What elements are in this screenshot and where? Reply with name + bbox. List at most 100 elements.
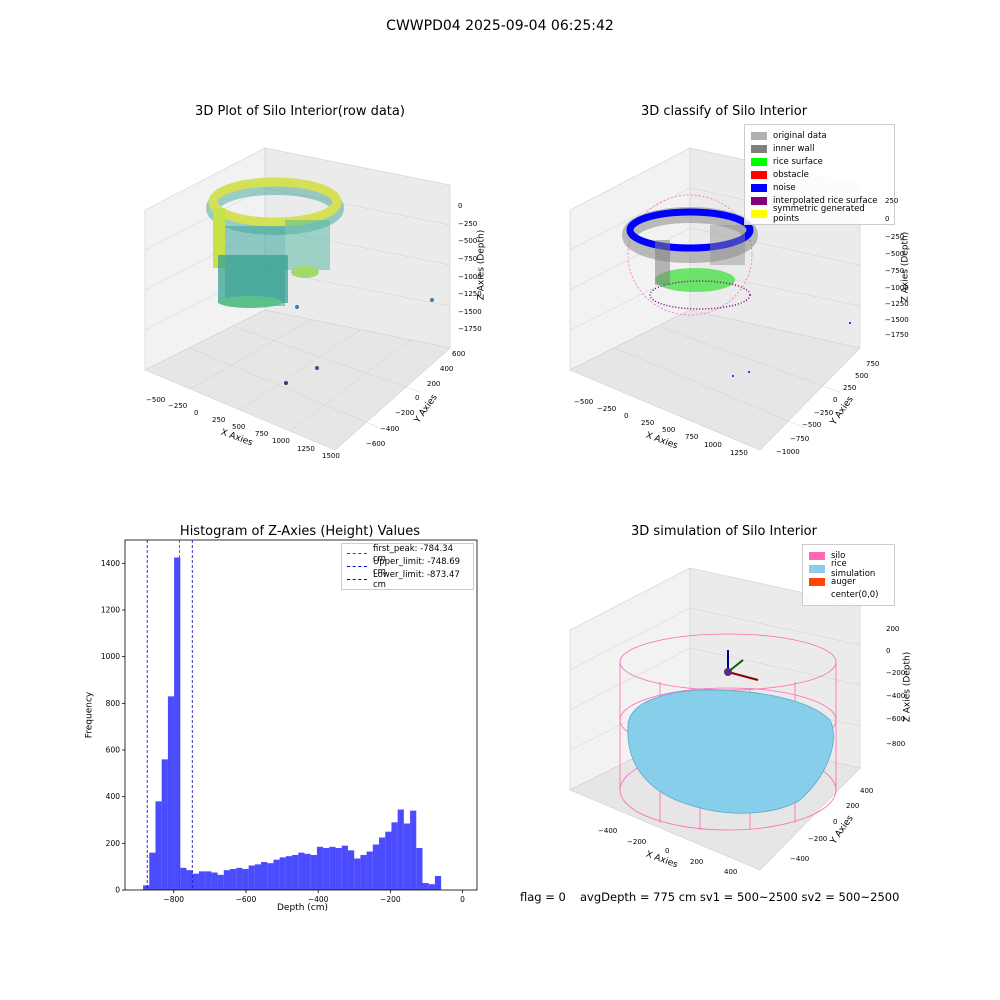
legend-item: rice surface	[751, 155, 888, 168]
classify-ytick: 250	[843, 384, 857, 392]
histogram-bar	[155, 801, 162, 890]
legend-label: obstacle	[773, 169, 809, 180]
histogram-y-tick-label: 800	[106, 699, 121, 708]
simulation-legend: silo rice simulation auger center(0,0)	[802, 544, 895, 606]
histogram-bar	[341, 845, 348, 890]
histogram-bar	[167, 696, 175, 890]
histogram-bar	[267, 863, 274, 890]
legend-item: auger	[809, 575, 888, 588]
classify-xtick: 750	[685, 433, 699, 441]
legend-item: interpolated rice surface	[751, 194, 888, 207]
classify-ztick: −750	[885, 267, 905, 275]
legend-swatch	[751, 209, 767, 218]
classify-xtick: 1250	[730, 449, 748, 457]
legend-swatch	[751, 157, 767, 166]
classify-xtick: −250	[597, 405, 617, 413]
simulation-plot-title: 3D simulation of Silo Interior	[631, 524, 817, 539]
simulation-xtick: −400	[598, 827, 618, 835]
raw-xtick: −500	[146, 396, 166, 404]
histogram-bar	[329, 846, 336, 890]
legend-swatch	[809, 551, 825, 560]
simulation-xtick: 0	[665, 847, 670, 855]
classify-ytick: 500	[855, 372, 869, 380]
legend-item: obstacle	[751, 168, 888, 181]
raw-xtick: 1000	[272, 437, 290, 445]
histogram-frame	[124, 539, 478, 891]
legend-label: Upper_limit: -748.69 cm	[373, 556, 461, 577]
legend-swatch	[809, 564, 825, 573]
histogram-bar	[254, 864, 262, 890]
raw-point-cloud	[206, 177, 344, 308]
histogram-bar	[323, 848, 330, 890]
simulation-xtick: 400	[724, 868, 738, 876]
legend-label: interpolated rice surface	[773, 195, 878, 206]
raw-xtick: 250	[212, 416, 226, 424]
raw-ztick: −250	[458, 220, 478, 228]
histogram-bar	[385, 831, 392, 890]
histogram-bar	[397, 809, 404, 890]
classify-ztick: −1000	[885, 284, 909, 292]
histogram-x-label: Depth (cm)	[277, 903, 329, 913]
legend-item: Lower_limit: -873.47 cm	[347, 570, 468, 590]
classify-ytick: 750	[866, 360, 880, 368]
histogram-y-tick-label: 1000	[101, 652, 120, 661]
legend-label: rice simulation	[831, 558, 876, 579]
raw-ytick: −400	[380, 425, 400, 433]
histogram-bar	[198, 871, 206, 890]
histogram-bar	[205, 871, 212, 890]
raw-ytick: 0	[415, 394, 420, 402]
classify-point-cloud	[622, 194, 758, 316]
histogram-bar	[236, 867, 243, 890]
raw-ztick: −1000	[458, 273, 482, 281]
simulation-z-label: Z Axies (Depth)	[902, 651, 913, 723]
raw-3d-plot	[144, 147, 451, 451]
raw-ytick: 600	[452, 350, 466, 358]
simulation-xtick: 200	[690, 858, 704, 866]
classify-plot-title: 3D classify of Silo Interior	[640, 104, 808, 119]
legend-swatch	[347, 553, 367, 554]
histogram-bar	[410, 810, 417, 890]
histogram-x-tick-label: −600	[236, 895, 257, 904]
histogram-bar	[211, 872, 218, 890]
histogram-x-tick-label: −800	[163, 895, 184, 904]
histogram-bar	[372, 844, 380, 890]
histogram-bar	[335, 848, 342, 890]
classify-ztick: −1500	[885, 316, 909, 324]
raw-xtick: 500	[232, 423, 246, 431]
stats-text: avgDepth = 775 cm sv1 = 500~2500 sv2 = 5…	[580, 890, 900, 904]
classify-ztick: 0	[885, 215, 890, 223]
simulation-ztick: 200	[886, 625, 900, 633]
legend-label: original data	[773, 130, 827, 141]
legend-item: Upper_limit: -748.69 cm	[347, 557, 468, 577]
legend-item: first_peak: -784.34 cm	[347, 544, 468, 564]
classify-ytick: −500	[802, 421, 822, 429]
legend-item: center(0,0)	[809, 588, 888, 601]
histogram-bar	[292, 855, 299, 890]
legend-label: first_peak: -784.34 cm	[373, 543, 453, 564]
classify-xtick: 250	[641, 419, 655, 427]
legend-label: center(0,0)	[831, 589, 879, 600]
simulation-ytick: 400	[860, 787, 874, 795]
histogram-bar	[229, 869, 237, 890]
histogram-bar	[310, 855, 317, 890]
histogram-bar	[391, 822, 398, 890]
legend-swatch	[751, 196, 767, 205]
legend-swatch	[809, 590, 825, 599]
classify-ztick: −500	[885, 250, 905, 258]
histogram-x-tick-label: −400	[308, 895, 329, 904]
raw-xtick: 0	[194, 409, 199, 417]
histogram-bar	[149, 852, 156, 890]
classify-ytick: 0	[833, 396, 838, 404]
raw-xtick: 1250	[297, 445, 315, 453]
histogram-bar	[304, 853, 311, 890]
legend-swatch	[751, 183, 767, 192]
histogram-bar	[223, 870, 230, 890]
simulation-ytick: 0	[833, 818, 838, 826]
simulation-ytick: 200	[846, 802, 860, 810]
raw-xtick: −250	[168, 402, 188, 410]
histogram-bar	[174, 557, 181, 890]
histogram-bar	[242, 869, 249, 890]
legend-swatch	[347, 579, 367, 580]
auger-icon	[724, 650, 759, 681]
legend-label: auger	[831, 576, 856, 587]
